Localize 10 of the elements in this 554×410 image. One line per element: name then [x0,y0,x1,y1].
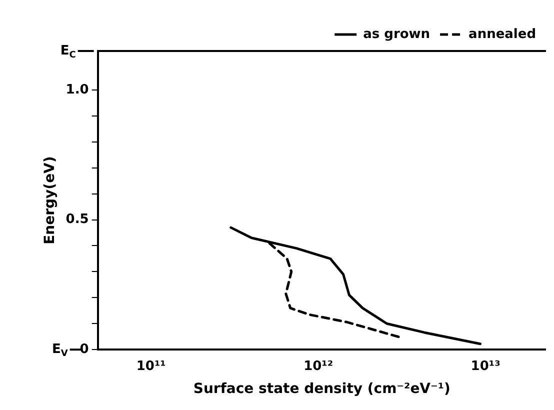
x-axis-title: Surface state density (cm⁻²eV⁻¹) [193,381,450,398]
legend-label: annealed [468,26,536,42]
y-axis-title: Energy(eV) [42,156,58,244]
legend-label: as grown [363,26,430,42]
x-tick-label: 10¹² [304,358,334,374]
y-tick-label: 0 [80,342,89,357]
x-tick-label: 10¹³ [470,358,500,374]
y-tick-label: 0.5 [66,212,89,228]
x-tick-label: 10¹¹ [136,358,166,374]
y-tick-label: 1.0 [66,82,89,98]
